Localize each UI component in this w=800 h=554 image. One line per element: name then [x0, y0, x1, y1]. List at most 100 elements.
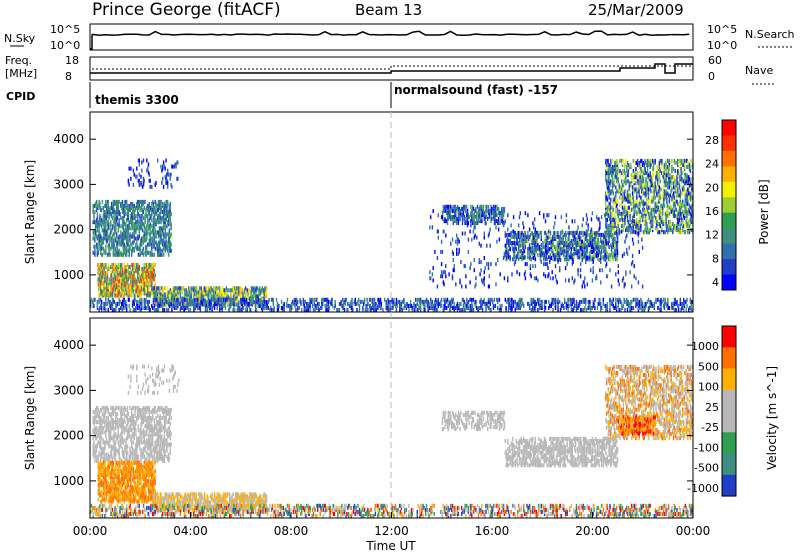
heatmap-cell: [373, 308, 375, 312]
heatmap-cell: [232, 308, 234, 312]
heatmap-cell: [644, 230, 646, 235]
heatmap-cell: [244, 308, 247, 312]
heatmap-cell: [344, 297, 346, 302]
heatmap-cell: [453, 219, 455, 224]
heatmap-cell: [559, 237, 562, 241]
heatmap-cell: [110, 228, 113, 233]
heatmap-cell: [439, 301, 441, 306]
heatmap-cell: [449, 306, 451, 310]
heatmap-cell: [569, 245, 571, 250]
heatmap-cell: [659, 209, 661, 214]
heatmap-cell: [649, 213, 651, 218]
heatmap-cell: [578, 234, 580, 239]
heatmap-cell: [160, 297, 162, 302]
heatmap-cell: [641, 187, 643, 192]
heatmap-cell: [577, 249, 579, 254]
heatmap-cell: [286, 297, 289, 302]
heatmap-cell: [280, 299, 283, 304]
heatmap-cell: [99, 232, 101, 237]
heatmap-cell: [177, 176, 179, 181]
heatmap-cell: [165, 240, 167, 245]
heatmap-cell: [121, 287, 124, 292]
heatmap-cell: [134, 277, 136, 282]
heatmap-cell: [125, 283, 127, 288]
heatmap-cell: [605, 201, 607, 206]
heatmap-cell: [605, 255, 607, 260]
heatmap-cell: [604, 241, 606, 245]
heatmap-cell: [506, 239, 508, 243]
heatmap-cell: [140, 306, 142, 310]
heatmap-cell: [116, 301, 119, 306]
heatmap-cell: [149, 184, 151, 189]
heatmap-cell: [640, 301, 642, 306]
heatmap-cell: [584, 297, 586, 302]
heatmap-cell: [244, 296, 246, 301]
heatmap-cell: [177, 286, 180, 291]
heatmap-cell: [590, 306, 593, 310]
heatmap-cell: [631, 215, 634, 220]
heatmap-cell: [234, 296, 236, 301]
heatmap-cell: [445, 219, 448, 224]
heatmap-cell: [132, 289, 135, 294]
heatmap-cell: [121, 252, 123, 257]
heatmap-cell: [167, 238, 170, 243]
heatmap-cell: [103, 269, 105, 274]
heatmap-cell: [461, 213, 464, 217]
heatmap-cell: [475, 206, 477, 211]
heatmap-cell: [121, 299, 124, 304]
heatmap-cell: [115, 308, 117, 312]
heatmap-cell: [259, 303, 261, 308]
heatmap-cell: [435, 299, 438, 304]
heatmap-cell: [229, 303, 232, 308]
heatmap-cell: [129, 246, 131, 251]
heatmap-cell: [627, 299, 630, 304]
heatmap-cell: [167, 222, 170, 227]
heatmap-cell: [206, 302, 208, 307]
heatmap-cell: [176, 302, 178, 307]
heatmap-cell: [162, 296, 164, 301]
heatmap-cell: [614, 213, 616, 218]
heatmap-cell: [263, 290, 265, 295]
heatmap-cell: [515, 301, 517, 306]
heatmap-cell: [472, 219, 475, 224]
heatmap-cell: [610, 191, 612, 196]
heatmap-cell: [157, 252, 160, 257]
heatmap-cell: [590, 230, 593, 235]
heatmap-cell: [160, 164, 162, 169]
heatmap-cell: [562, 247, 564, 252]
heatmap-cell: [532, 253, 534, 258]
heatmap-cell: [305, 306, 307, 310]
heatmap-cell: [116, 199, 118, 204]
heatmap-cell: [121, 240, 124, 245]
heatmap-cell: [136, 199, 139, 204]
heatmap-cell: [586, 239, 588, 243]
heatmap-cell: [380, 306, 382, 310]
heatmap-cell: [385, 299, 387, 304]
heatmap-cell: [286, 301, 288, 306]
heatmap-cell: [570, 308, 573, 312]
heatmap-cell: [368, 303, 371, 308]
heatmap-cell: [161, 299, 163, 304]
heatmap-cell: [125, 265, 127, 269]
heatmap-cell: [646, 203, 649, 208]
heatmap-cell: [563, 249, 565, 254]
heatmap-cell: [125, 228, 127, 233]
heatmap-cell: [481, 219, 483, 224]
heatmap-cell: [616, 232, 619, 237]
heatmap-cell: [611, 228, 614, 233]
heatmap-cell: [148, 218, 150, 223]
heatmap-cell: [674, 299, 676, 304]
heatmap-cell: [147, 299, 149, 304]
heatmap-cell: [539, 253, 542, 258]
heatmap-cell: [646, 158, 649, 163]
heatmap-cell: [104, 222, 106, 227]
heatmap-cell: [673, 297, 676, 302]
heatmap-cell: [239, 300, 242, 305]
heatmap-cell: [608, 181, 610, 186]
heatmap-cell: [559, 243, 562, 248]
heatmap-cell: [591, 239, 594, 243]
nsearch-tick-bottom: 10^0: [707, 39, 737, 52]
heatmap-cell: [537, 299, 539, 304]
heatmap-cell: [626, 218, 629, 222]
heatmap-cell: [158, 303, 161, 308]
